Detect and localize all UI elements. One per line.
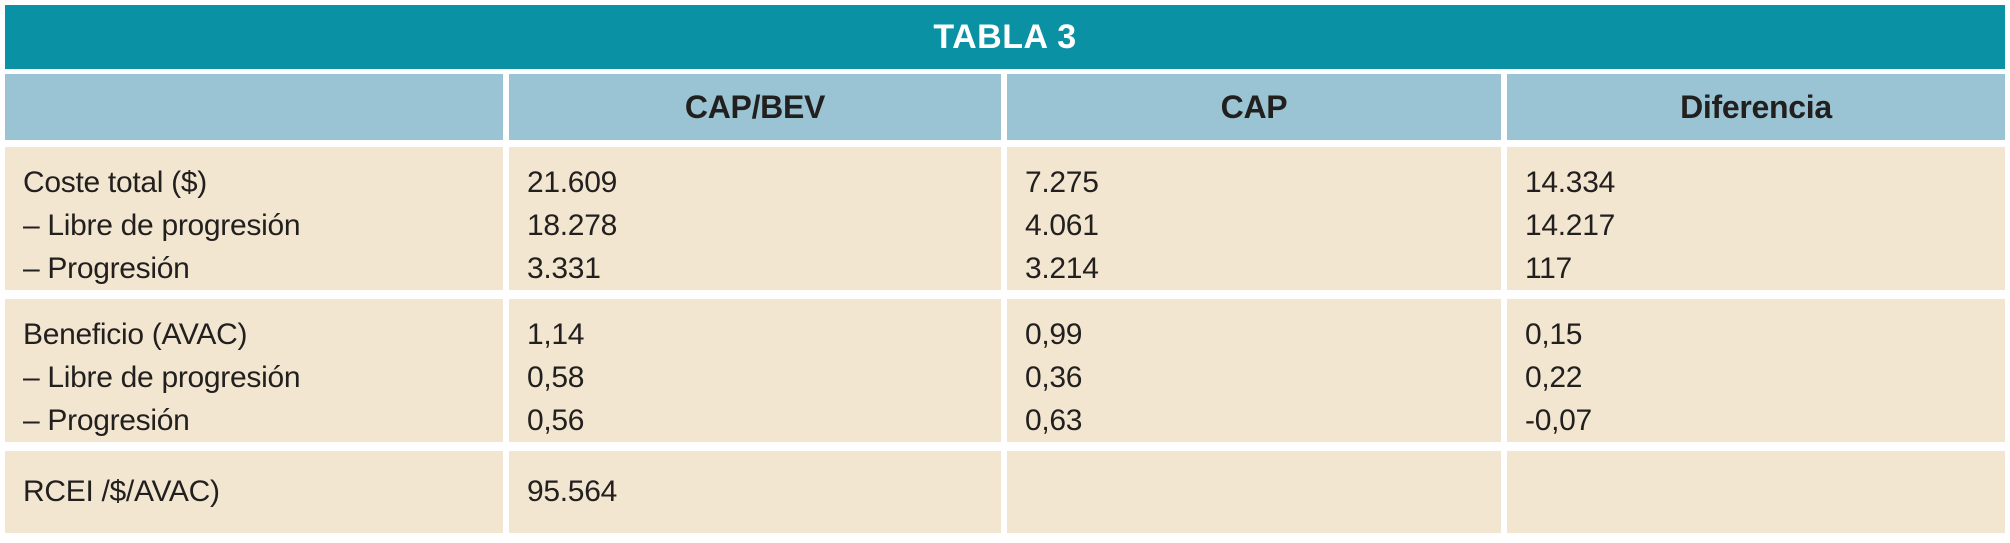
cell-value: 18.278 xyxy=(527,209,617,242)
row-label: – Libre de progresión xyxy=(23,361,301,394)
row-label: Beneficio (AVAC) xyxy=(23,318,248,351)
row-label-cell: Beneficio (AVAC) – Libre de progresión –… xyxy=(5,299,503,442)
cell-value: 0,56 xyxy=(527,404,585,437)
cell-value: 3.331 xyxy=(527,252,601,285)
row-label: Coste total ($) xyxy=(23,166,207,199)
row-label: – Libre de progresión xyxy=(23,209,301,242)
row-label: – Progresión xyxy=(23,404,190,437)
table-title: TABLA 3 xyxy=(5,5,2005,69)
cell-value: 117 xyxy=(1525,252,1572,285)
column-header-row: CAP/BEV CAP Diferencia xyxy=(5,74,2005,140)
row-group-beneficio: Beneficio (AVAC) – Libre de progresión –… xyxy=(5,299,2005,442)
row-label: RCEI /$/AVAC) xyxy=(23,475,220,508)
column-header-cap-bev: CAP/BEV xyxy=(509,74,1001,140)
row-label-cell: RCEI /$/AVAC) xyxy=(5,451,503,533)
row-label-cell: Coste total ($) – Libre de progresión – … xyxy=(5,147,503,290)
value-cell-cap-bev: 1,14 0,58 0,56 xyxy=(509,299,1001,442)
column-header-empty xyxy=(5,74,503,140)
cell-value: 0,63 xyxy=(1025,404,1083,437)
cell-value: 1,14 xyxy=(527,318,585,351)
cell-value: -0,07 xyxy=(1525,404,1592,437)
row-label: – Progresión xyxy=(23,252,190,285)
value-cell-diferencia xyxy=(1507,451,2005,533)
value-cell-diferencia: 14.334 14.217 117 xyxy=(1507,147,2005,290)
value-cell-cap xyxy=(1007,451,1501,533)
row-group-coste-total: Coste total ($) – Libre de progresión – … xyxy=(5,147,2005,290)
cell-value: 7.275 xyxy=(1025,166,1099,199)
cell-value: 14.334 xyxy=(1525,166,1615,199)
cell-value: 14.217 xyxy=(1525,209,1615,242)
cell-value: 0,36 xyxy=(1025,361,1083,394)
value-cell-cap: 7.275 4.061 3.214 xyxy=(1007,147,1501,290)
value-cell-cap: 0,99 0,36 0,63 xyxy=(1007,299,1501,442)
column-header-cap: CAP xyxy=(1007,74,1501,140)
cell-value: 95.564 xyxy=(527,475,617,508)
cell-value: 0,58 xyxy=(527,361,585,394)
cell-value: 3.214 xyxy=(1025,252,1099,285)
column-header-diferencia: Diferencia xyxy=(1507,74,2005,140)
value-cell-cap-bev: 21.609 18.278 3.331 xyxy=(509,147,1001,290)
cell-value: 0,22 xyxy=(1525,361,1583,394)
cell-value: 0,99 xyxy=(1025,318,1083,351)
value-cell-diferencia: 0,15 0,22 -0,07 xyxy=(1507,299,2005,442)
value-cell-cap-bev: 95.564 xyxy=(509,451,1001,533)
cell-value: 0,15 xyxy=(1525,318,1583,351)
cell-value: 21.609 xyxy=(527,166,617,199)
cell-value: 4.061 xyxy=(1025,209,1099,242)
row-group-rcei: RCEI /$/AVAC) 95.564 xyxy=(5,451,2005,533)
